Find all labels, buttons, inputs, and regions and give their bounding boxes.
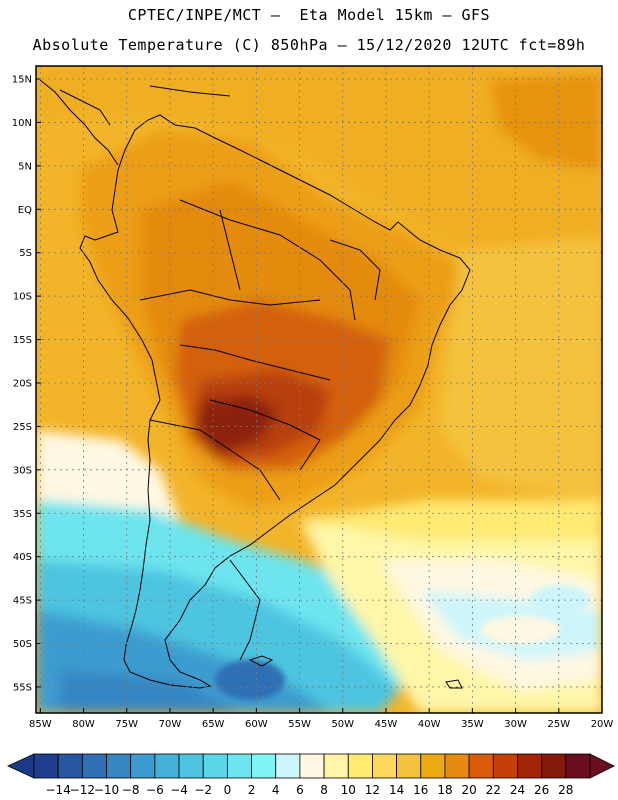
- colorbar-swatch: [81, 753, 107, 779]
- colorbar-label: −14: [46, 783, 71, 797]
- colorbar-under-arrow: [7, 753, 35, 779]
- colorbar-label: 14: [389, 783, 404, 797]
- colorbar-label: 20: [461, 783, 476, 797]
- colorbar-over-arrow: [589, 753, 615, 779]
- colorbar-swatch: [565, 753, 591, 779]
- colorbar: [7, 753, 615, 779]
- colorbar-swatch: [492, 753, 518, 779]
- colorbar-label: 28: [558, 783, 573, 797]
- colorbar-label: 6: [296, 783, 304, 797]
- latitude-labels: 15N 10N 5N EQ 5S 10S 15S 20S 25S 30S 35S 40S 45S 50S 5…: [12, 75, 32, 694]
- colorbar-swatch: [202, 753, 228, 779]
- colorbar-swatch: [226, 753, 252, 779]
- colorbar-label: −12: [70, 783, 95, 797]
- colorbar-swatch: [178, 753, 204, 779]
- lon-label: 75W: [115, 719, 138, 730]
- lon-label: 60W: [245, 719, 268, 730]
- colorbar-label: −2: [194, 783, 212, 797]
- lat-label: 10S: [13, 292, 32, 303]
- colorbar-swatch: [541, 753, 567, 779]
- colorbar-swatch: [130, 753, 156, 779]
- colorbar-label: 2: [248, 783, 256, 797]
- colorbar-swatch: [33, 753, 59, 779]
- colorbar-label: −10: [94, 783, 119, 797]
- lat-label: 35S: [13, 509, 32, 520]
- colorbar-label: 10: [341, 783, 356, 797]
- colorbar-label: 16: [413, 783, 428, 797]
- colorbar-swatch: [299, 753, 325, 779]
- lon-label: 40W: [418, 719, 441, 730]
- coastlines: [39, 79, 471, 689]
- colorbar-swatch: [154, 753, 180, 779]
- lon-label: 80W: [72, 719, 95, 730]
- lon-label: 70W: [159, 719, 182, 730]
- colorbar-swatch: [323, 753, 349, 779]
- colorbar-label: −6: [146, 783, 164, 797]
- colorbar-label: 4: [272, 783, 280, 797]
- colorbar-swatch: [372, 753, 398, 779]
- lon-label: 85W: [29, 719, 52, 730]
- colorbar-label: 12: [365, 783, 380, 797]
- lat-label: 45S: [13, 596, 32, 607]
- colorbar-swatch: [468, 753, 494, 779]
- colorbar-swatch: [57, 753, 83, 779]
- colorbar-swatch: [347, 753, 373, 779]
- lon-label: 35W: [461, 719, 484, 730]
- lat-label: EQ: [18, 205, 32, 216]
- lon-label: 50W: [331, 719, 354, 730]
- lat-label: 15N: [12, 75, 32, 86]
- lon-label: 45W: [375, 719, 398, 730]
- colorbar-label: −8: [122, 783, 140, 797]
- lat-label: 20S: [13, 378, 32, 389]
- lon-label: 25W: [547, 719, 570, 730]
- lat-label: 25S: [13, 422, 32, 433]
- lat-label: 10N: [12, 118, 32, 129]
- lat-label: 30S: [13, 465, 32, 476]
- colorbar-swatch: [275, 753, 301, 779]
- colorbar-swatch: [517, 753, 543, 779]
- lat-label: 50S: [13, 639, 32, 650]
- colorbar-label: 0: [224, 783, 232, 797]
- lat-label: 40S: [13, 552, 32, 563]
- map-title-line1: CPTEC/INPE/MCT – Eta Model 15km – GFS: [127, 6, 491, 24]
- colorbar-labels: −14−12−10 −8 −6 −4 −2 0 2 4 6 8 10 12 14 16 18 20 22 24 26…: [46, 783, 574, 797]
- map-title-line2: Absolute Temperature (C) 850hPa – 15/12/…: [32, 36, 586, 54]
- colorbar-label: 8: [320, 783, 328, 797]
- lon-label: 20W: [591, 719, 614, 730]
- lat-label: 15S: [13, 335, 32, 346]
- colorbar-label: 18: [437, 783, 452, 797]
- lon-label: 65W: [202, 719, 225, 730]
- lat-label: 55S: [13, 682, 32, 693]
- lat-label: 5S: [19, 248, 32, 259]
- colorbar-label: 24: [510, 783, 525, 797]
- lon-label: 30W: [504, 719, 527, 730]
- map-frame: [35, 65, 603, 714]
- longitude-labels: 85W 80W 75W 70W 65W 60W 55W 50W 45W 40W 35W 30W 25W 2…: [29, 719, 613, 730]
- colorbar-swatch: [251, 753, 277, 779]
- lon-label: 55W: [288, 719, 311, 730]
- colorbar-swatch: [420, 753, 446, 779]
- colorbar-swatch: [396, 753, 422, 779]
- colorbar-label: −4: [170, 783, 188, 797]
- colorbar-swatch: [106, 753, 132, 779]
- graticule: [36, 66, 603, 713]
- colorbar-label: 26: [534, 783, 549, 797]
- lat-label: 5N: [18, 161, 32, 172]
- colorbar-label: 22: [486, 783, 501, 797]
- colorbar-swatch: [444, 753, 470, 779]
